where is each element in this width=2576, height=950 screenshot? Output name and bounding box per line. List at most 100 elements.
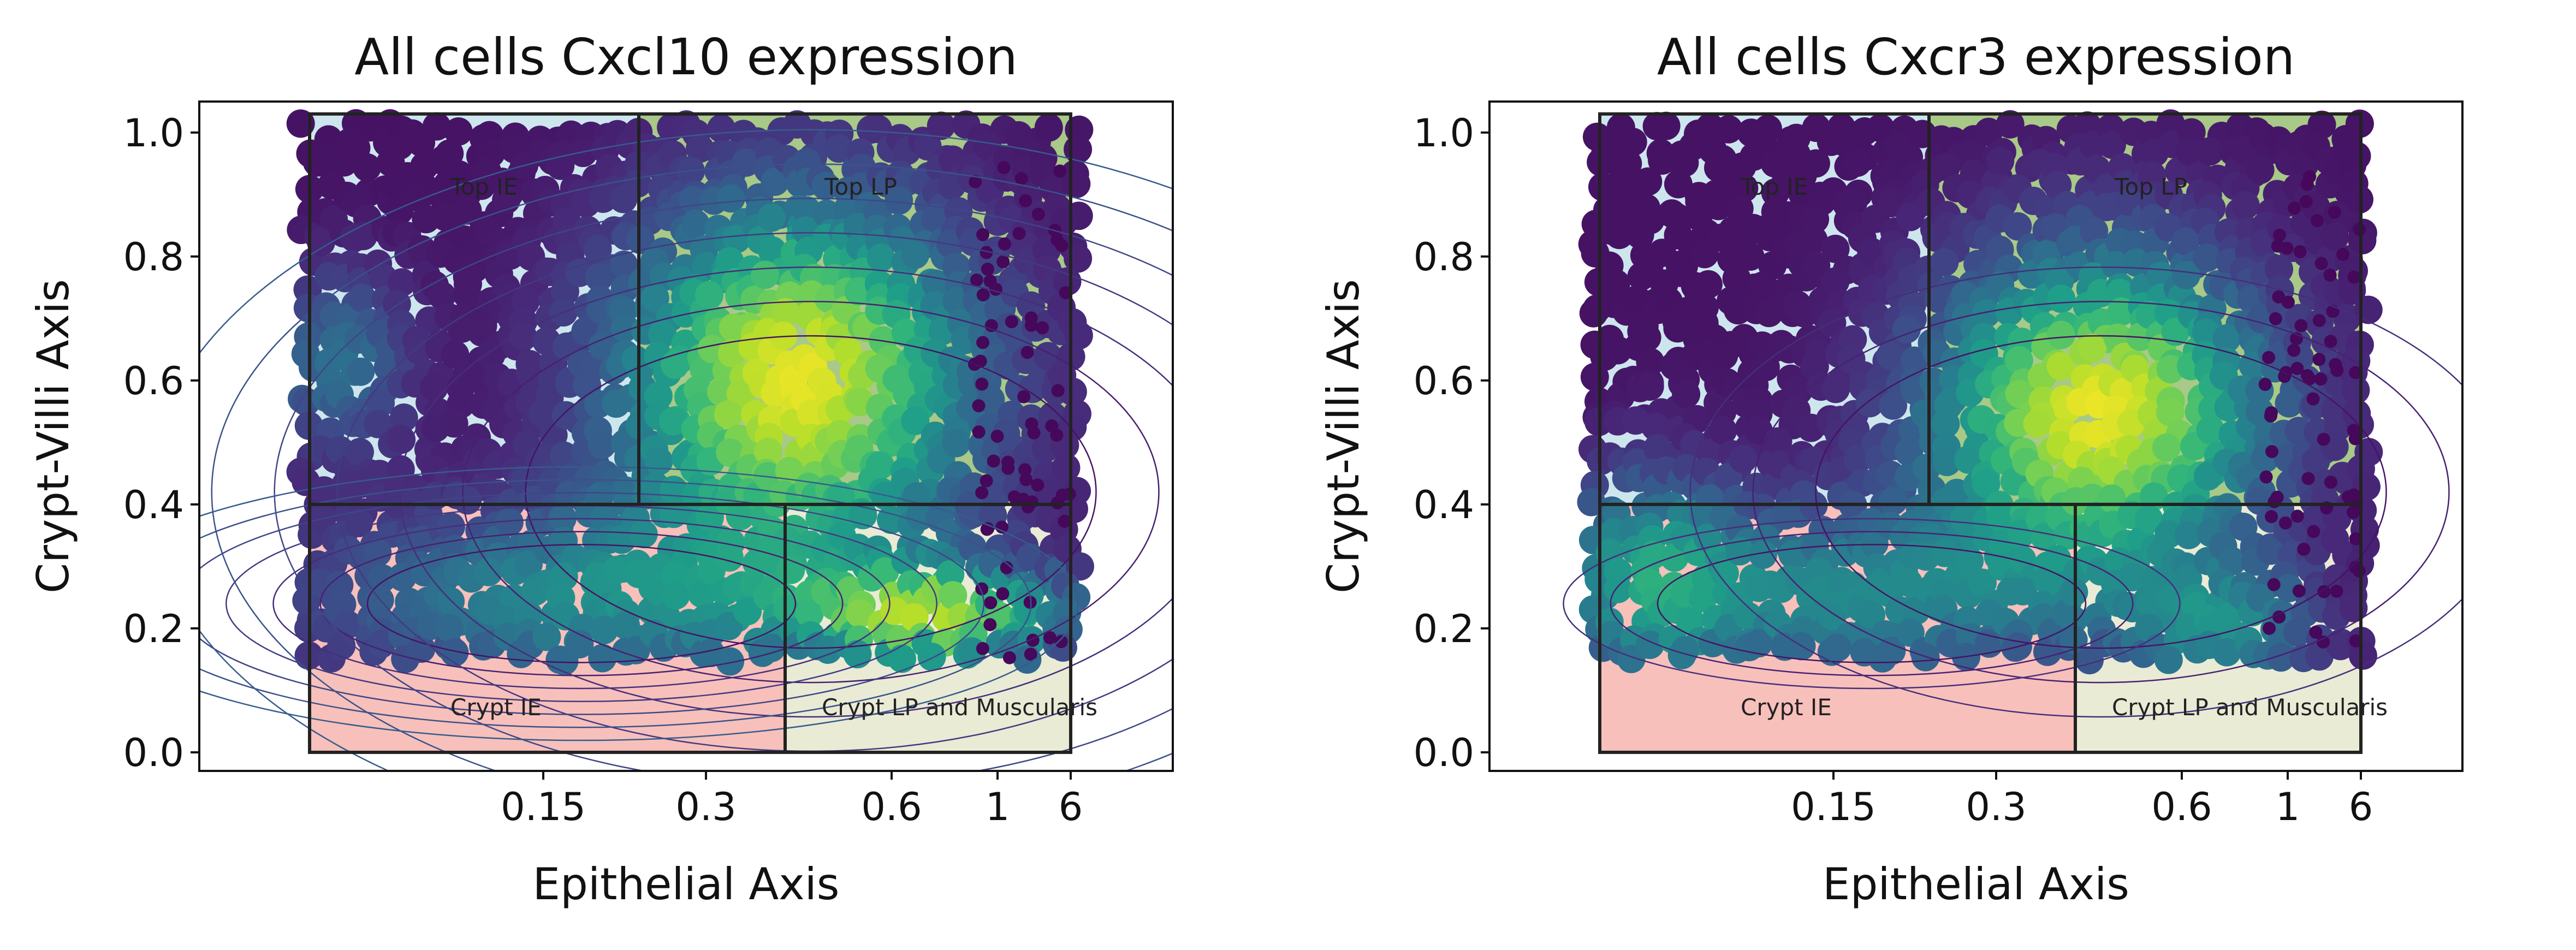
point bbox=[2330, 364, 2344, 377]
point bbox=[732, 148, 761, 177]
point bbox=[382, 173, 411, 202]
contour-line bbox=[319, 531, 844, 676]
point bbox=[388, 268, 417, 297]
y-axis-label: Crypt-Villi Axis bbox=[28, 279, 79, 593]
point bbox=[679, 186, 708, 215]
point bbox=[733, 597, 762, 626]
point bbox=[644, 447, 673, 476]
point bbox=[1708, 416, 1737, 445]
region-label-4: Crypt LP and Muscularis bbox=[822, 694, 1097, 721]
point bbox=[2312, 314, 2326, 328]
point bbox=[353, 153, 382, 182]
point bbox=[1580, 363, 1609, 391]
point bbox=[1601, 269, 1630, 298]
point bbox=[2324, 476, 2337, 489]
point bbox=[640, 283, 669, 312]
point bbox=[2152, 433, 2181, 462]
point bbox=[549, 562, 578, 591]
point bbox=[2278, 516, 2292, 530]
contour-line bbox=[1610, 531, 2134, 676]
point bbox=[2246, 156, 2275, 185]
point bbox=[984, 596, 998, 610]
point bbox=[2309, 626, 2323, 639]
point bbox=[453, 270, 482, 299]
point bbox=[1843, 149, 1872, 177]
y-tick-label: 0.0 bbox=[123, 731, 184, 775]
contour-line bbox=[199, 466, 1079, 741]
point bbox=[1634, 167, 1663, 196]
point bbox=[1019, 194, 1032, 207]
point bbox=[2212, 324, 2241, 353]
point bbox=[1020, 346, 1034, 359]
point bbox=[2030, 522, 2059, 551]
point bbox=[761, 167, 790, 196]
density-contours bbox=[199, 129, 1173, 771]
point bbox=[1694, 270, 1723, 299]
point bbox=[942, 287, 971, 316]
point bbox=[2302, 372, 2316, 385]
point bbox=[1024, 648, 1037, 661]
point bbox=[1818, 602, 1847, 631]
point bbox=[996, 587, 1010, 601]
point bbox=[996, 255, 1010, 269]
point bbox=[532, 622, 561, 651]
point bbox=[2314, 257, 2328, 270]
point bbox=[477, 340, 506, 369]
point bbox=[1754, 299, 1783, 328]
point bbox=[474, 557, 503, 586]
point bbox=[347, 283, 376, 312]
point bbox=[716, 184, 745, 213]
contour-line bbox=[1815, 335, 2387, 649]
point bbox=[1017, 390, 1031, 403]
point bbox=[307, 228, 336, 257]
point bbox=[981, 522, 995, 536]
point bbox=[644, 382, 673, 411]
point bbox=[1764, 427, 1792, 456]
point bbox=[2156, 398, 2185, 427]
point bbox=[1055, 488, 1069, 502]
point bbox=[901, 240, 930, 269]
point bbox=[2347, 424, 2360, 437]
point bbox=[1894, 568, 1923, 597]
contour-line bbox=[462, 300, 1160, 684]
point bbox=[1635, 372, 1664, 401]
point bbox=[687, 579, 716, 608]
point bbox=[1799, 225, 1828, 254]
point bbox=[1613, 149, 1642, 178]
point bbox=[1866, 114, 1895, 143]
point bbox=[1025, 417, 1038, 431]
point bbox=[942, 429, 971, 458]
point bbox=[2265, 510, 2278, 524]
point bbox=[1604, 574, 1633, 603]
point bbox=[453, 486, 482, 515]
point bbox=[936, 560, 965, 589]
point bbox=[1823, 633, 1852, 662]
chart-title: All cells Cxcl10 expression bbox=[354, 28, 1018, 86]
point bbox=[2317, 585, 2331, 598]
point bbox=[843, 640, 872, 669]
point bbox=[2134, 505, 2163, 534]
point bbox=[2078, 334, 2107, 363]
point bbox=[2349, 561, 2363, 574]
point bbox=[773, 595, 802, 624]
point bbox=[327, 631, 356, 660]
point bbox=[1065, 552, 1094, 581]
point bbox=[714, 611, 743, 640]
axes-frame bbox=[1488, 100, 2464, 772]
y-tick-label: 0.2 bbox=[1414, 607, 1474, 651]
point bbox=[970, 273, 983, 287]
point bbox=[658, 407, 687, 436]
point bbox=[1932, 448, 1961, 477]
point bbox=[969, 175, 982, 188]
point bbox=[1672, 379, 1701, 408]
point bbox=[346, 357, 375, 386]
point bbox=[2101, 251, 2130, 280]
point bbox=[769, 321, 798, 350]
point bbox=[404, 336, 433, 365]
point bbox=[2292, 584, 2306, 598]
point bbox=[345, 508, 373, 537]
point bbox=[1064, 135, 1093, 164]
point bbox=[444, 117, 473, 146]
x-tick-label: 6 bbox=[2349, 785, 2373, 829]
point bbox=[1000, 561, 1013, 574]
